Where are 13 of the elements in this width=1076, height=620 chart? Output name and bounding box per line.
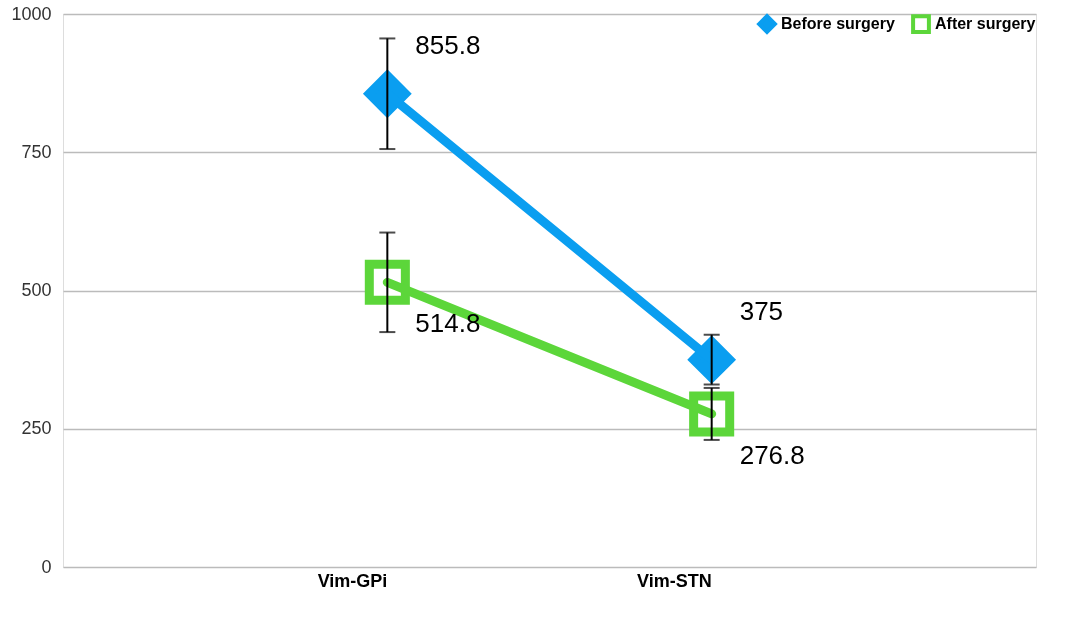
data-label: 276.8: [739, 439, 805, 470]
y-tick-label: 250: [21, 418, 52, 439]
legend-label: Before surgery: [781, 15, 895, 33]
y-tick-label: 500: [21, 280, 52, 300]
y-tick-label: 0: [41, 556, 52, 577]
legend-label: After surgery: [935, 15, 1036, 33]
x-tick-label: Vim-GPi: [317, 570, 388, 591]
y-tick-label: 1000: [11, 3, 52, 24]
y-tick-label: 750: [21, 141, 52, 162]
x-tick-label: Vim-STN: [636, 570, 712, 591]
data-label: 855.8: [415, 29, 481, 60]
data-label: 375: [739, 295, 784, 326]
data-label: 514.8: [415, 308, 481, 339]
